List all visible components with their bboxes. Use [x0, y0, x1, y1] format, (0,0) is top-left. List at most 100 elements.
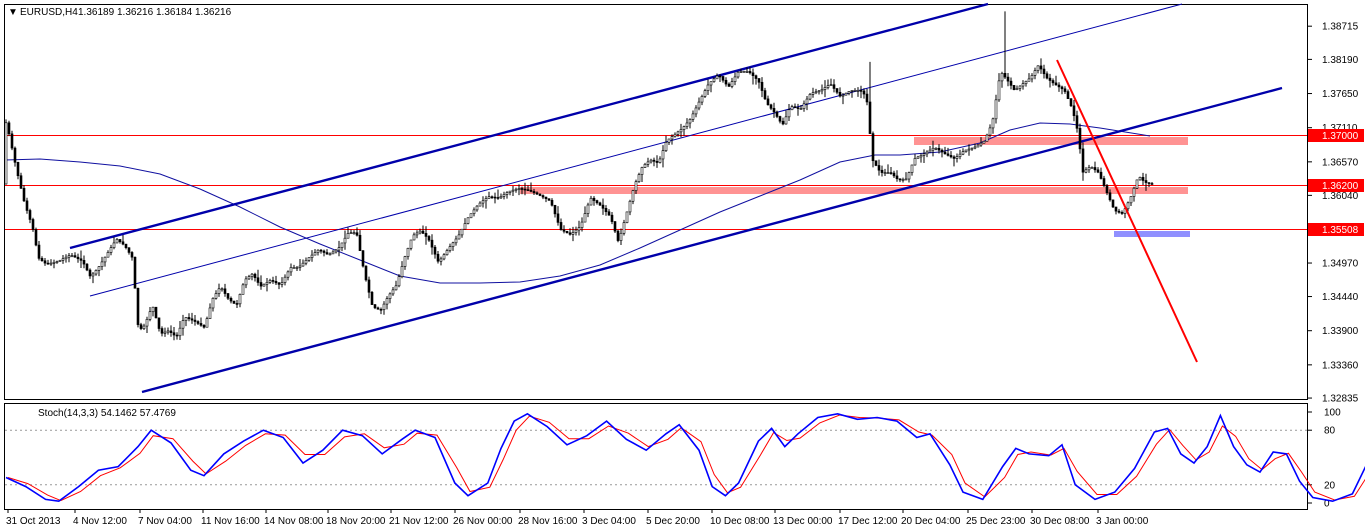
- candle: [685, 118, 689, 130]
- channel-lower-line: [141, 86, 1283, 394]
- candle: [823, 80, 827, 98]
- candle: [901, 177, 905, 183]
- candle: [22, 185, 26, 202]
- candle: [616, 229, 620, 243]
- candle: [745, 67, 749, 73]
- time-tick: 18 Nov 20:00: [326, 509, 386, 527]
- stoch-tick: 100: [1307, 408, 1341, 419]
- candle: [331, 250, 335, 255]
- candle: [796, 103, 800, 116]
- candle: [229, 296, 233, 304]
- candle: [928, 145, 932, 153]
- chart-menu-arrow[interactable]: ▼: [8, 7, 18, 18]
- candle: [403, 255, 407, 270]
- candle: [622, 219, 626, 236]
- candle: [964, 149, 968, 153]
- candle: [925, 150, 929, 158]
- candle: [736, 71, 740, 79]
- candle: [892, 170, 896, 179]
- candle: [262, 283, 266, 287]
- candle: [421, 225, 425, 234]
- candle: [610, 212, 614, 225]
- candle: [247, 274, 251, 280]
- stoch-d-line: [7, 414, 1365, 502]
- candle: [448, 243, 452, 253]
- candle: [631, 189, 635, 205]
- candle: [655, 155, 659, 168]
- time-tick: 11 Nov 16:00: [201, 509, 260, 527]
- candle: [682, 125, 686, 136]
- candle: [187, 313, 191, 322]
- candle: [595, 199, 599, 205]
- candle: [1060, 85, 1064, 95]
- svg-text:14 Nov 08:00: 14 Nov 08:00: [264, 516, 324, 527]
- candle: [43, 258, 47, 266]
- candle: [472, 207, 476, 217]
- candle: [13, 146, 17, 167]
- candle: [118, 239, 122, 244]
- candle: [1090, 166, 1094, 169]
- candle: [580, 217, 584, 232]
- candle: [853, 88, 857, 92]
- candle: [847, 91, 851, 96]
- candle: [1099, 167, 1103, 180]
- price-tick: 1.38715: [1307, 22, 1359, 33]
- candle: [556, 206, 560, 226]
- candle: [1045, 71, 1049, 80]
- price-tick: 1.33900: [1307, 326, 1359, 337]
- candle: [358, 230, 362, 251]
- candle: [547, 198, 551, 201]
- candle: [907, 171, 911, 183]
- candle: [715, 73, 719, 80]
- candle: [859, 85, 863, 99]
- time-tick: 4 Nov 12:00: [73, 509, 127, 527]
- candle: [1063, 86, 1067, 94]
- candle: [319, 248, 323, 254]
- price-tick: 1.37650: [1307, 89, 1359, 100]
- candle: [898, 178, 902, 183]
- candle: [4, 119, 8, 185]
- candle: [1048, 73, 1052, 88]
- candle: [886, 164, 890, 174]
- candle: [952, 155, 956, 167]
- svg-text:26 Nov 00:00: 26 Nov 00:00: [453, 516, 513, 527]
- svg-text:20 Dec 04:00: 20 Dec 04:00: [901, 516, 961, 527]
- candle: [592, 196, 596, 206]
- channel-mid-line: [89, 3, 1183, 297]
- candle: [340, 242, 344, 252]
- time-tick: 3 Jan 00:00: [1096, 509, 1149, 527]
- candle: [295, 265, 299, 272]
- stoch-tick: 20: [1307, 480, 1336, 491]
- candle: [316, 249, 320, 256]
- price-tick: 1.37110: [1307, 123, 1358, 134]
- candle: [292, 264, 296, 269]
- candle: [838, 87, 842, 98]
- candle: [895, 170, 899, 182]
- candle: [454, 235, 458, 246]
- candle: [811, 87, 815, 98]
- candle: [763, 87, 767, 101]
- candle: [1138, 176, 1142, 181]
- candle: [232, 300, 236, 304]
- candle: [112, 236, 116, 250]
- candle: [445, 248, 449, 256]
- candle: [82, 255, 86, 269]
- price-channel: [69, 2, 1283, 394]
- svg-text:17 Dec 12:00: 17 Dec 12:00: [838, 516, 898, 527]
- candle: [787, 104, 791, 121]
- price-tick: 1.32835: [1307, 394, 1359, 405]
- candle: [1117, 208, 1121, 214]
- candle: [625, 211, 629, 224]
- candle: [943, 146, 947, 155]
- price-tick-label: 1.37650: [1322, 89, 1359, 100]
- candle: [79, 250, 83, 269]
- svg-text:100: 100: [1324, 408, 1341, 419]
- candle: [244, 276, 248, 289]
- candle: [10, 130, 14, 151]
- candle: [184, 317, 188, 327]
- candle: [1132, 186, 1136, 202]
- candle: [670, 134, 674, 145]
- candle: [1120, 210, 1124, 215]
- candle: [643, 162, 647, 168]
- candle: [175, 332, 179, 340]
